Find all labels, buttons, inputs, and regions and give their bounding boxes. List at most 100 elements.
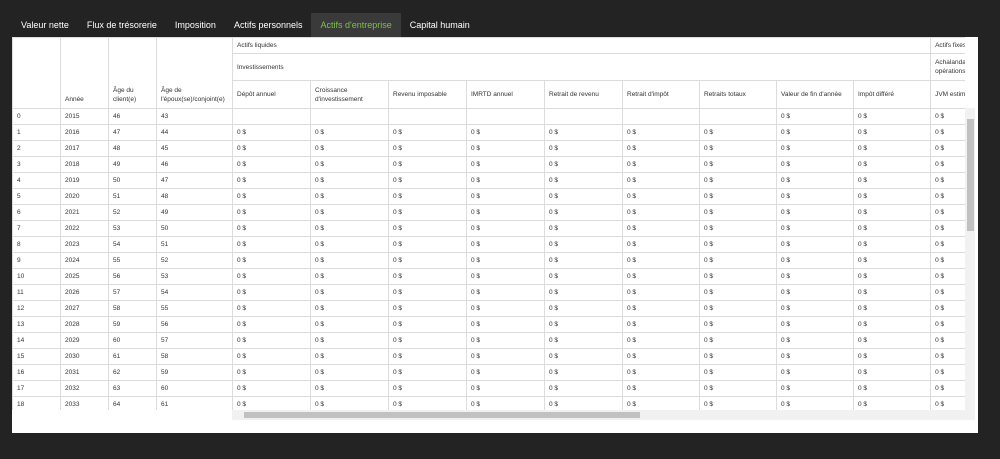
table-cell[interactable]: 0 $ [232,140,311,157]
tab[interactable]: Imposition [174,20,216,30]
table-cell[interactable]: 0 $ [544,124,623,141]
table-cell[interactable]: 0 $ [544,188,623,205]
table-cell[interactable]: 0 $ [930,140,965,157]
table-cell[interactable]: 0 $ [466,300,545,317]
table-cell[interactable]: 0 $ [388,236,467,253]
table-cell[interactable]: 0 $ [466,172,545,189]
table-cell[interactable]: 0 $ [466,188,545,205]
table-cell[interactable]: 0 $ [232,284,311,301]
table-cell[interactable]: 0 $ [852,300,932,317]
table-cell[interactable]: 0 $ [699,396,777,410]
table-cell[interactable]: 0 $ [776,140,854,157]
table-cell[interactable]: 0 $ [852,332,932,349]
table-cell[interactable]: 0 $ [930,316,965,333]
table-cell[interactable]: 0 $ [776,380,854,397]
table-cell[interactable]: 0 $ [930,364,965,381]
table-cell[interactable]: 0 $ [852,108,932,125]
table-cell[interactable]: 0 $ [852,268,932,285]
table-cell[interactable]: 0 $ [852,396,932,410]
table-cell[interactable]: 0 $ [776,332,854,349]
table-cell[interactable]: 0 $ [776,188,854,205]
table-cell[interactable]: 0 $ [776,204,854,221]
table-cell[interactable]: 0 $ [544,204,623,221]
table-cell[interactable]: 0 $ [852,140,932,157]
tab[interactable]: Actifs d'entreprise [311,13,401,37]
table-cell[interactable]: 0 $ [699,236,777,253]
table-cell[interactable]: 0 $ [852,316,932,333]
table-cell[interactable]: 0 $ [699,364,777,381]
table-cell[interactable]: 0 $ [544,220,623,237]
table-cell[interactable]: 0 $ [622,140,700,157]
table-cell[interactable]: 0 $ [466,252,545,269]
table-cell[interactable]: 0 $ [852,204,932,221]
table-cell[interactable]: 0 $ [466,124,545,141]
table-cell[interactable]: 0 $ [544,348,623,365]
table-cell[interactable]: 0 $ [776,284,854,301]
table-cell[interactable]: 0 $ [544,284,623,301]
table-cell[interactable]: 0 $ [622,284,700,301]
table-cell[interactable]: 0 $ [466,220,545,237]
table-cell[interactable]: 0 $ [466,380,545,397]
table-cell[interactable]: 0 $ [232,124,311,141]
table-cell[interactable]: 0 $ [930,332,965,349]
table-cell[interactable]: 0 $ [310,236,389,253]
table-cell[interactable]: 0 $ [388,252,467,269]
table-cell[interactable]: 0 $ [699,140,777,157]
table-cell[interactable] [232,108,311,125]
table-cell[interactable]: 0 $ [388,348,467,365]
table-cell[interactable]: 0 $ [852,252,932,269]
table-cell[interactable]: 0 $ [699,268,777,285]
table-cell[interactable]: 0 $ [622,124,700,141]
table-cell[interactable]: 0 $ [776,396,854,410]
table-cell[interactable]: 0 $ [232,156,311,173]
table-cell[interactable]: 0 $ [930,188,965,205]
table-cell[interactable]: 0 $ [310,172,389,189]
table-cell[interactable]: 0 $ [699,284,777,301]
table-cell[interactable]: 0 $ [310,252,389,269]
table-cell[interactable]: 0 $ [388,140,467,157]
table-cell[interactable]: 0 $ [930,108,965,125]
table-cell[interactable]: 0 $ [388,172,467,189]
table-cell[interactable]: 0 $ [852,380,932,397]
horizontal-scroll-thumb[interactable] [244,412,640,418]
table-cell[interactable]: 0 $ [622,204,700,221]
table-cell[interactable]: 0 $ [699,188,777,205]
table-cell[interactable]: 0 $ [310,300,389,317]
table-cell[interactable]: 0 $ [622,316,700,333]
table-cell[interactable]: 0 $ [310,348,389,365]
table-cell[interactable]: 0 $ [852,124,932,141]
table-cell[interactable]: 0 $ [776,236,854,253]
tab[interactable]: Capital humain [409,20,470,30]
table-cell[interactable]: 0 $ [776,124,854,141]
table-cell[interactable]: 0 $ [310,140,389,157]
table-cell[interactable]: 0 $ [776,268,854,285]
table-cell[interactable] [310,108,389,125]
table-cell[interactable]: 0 $ [310,188,389,205]
tab[interactable]: Valeur nette [21,20,69,30]
table-cell[interactable]: 0 $ [544,316,623,333]
table-cell[interactable]: 0 $ [852,188,932,205]
table-cell[interactable]: 0 $ [544,252,623,269]
table-cell[interactable]: 0 $ [622,268,700,285]
table-cell[interactable]: 0 $ [232,172,311,189]
table-cell[interactable]: 0 $ [622,172,700,189]
table-cell[interactable]: 0 $ [930,172,965,189]
table-cell[interactable]: 0 $ [388,156,467,173]
table-cell[interactable]: 0 $ [466,236,545,253]
table-cell[interactable]: 0 $ [466,316,545,333]
table-cell[interactable]: 0 $ [310,156,389,173]
table-cell[interactable]: 0 $ [776,108,854,125]
table-cell[interactable]: 0 $ [852,348,932,365]
table-cell[interactable]: 0 $ [388,396,467,410]
table-cell[interactable]: 0 $ [232,204,311,221]
table-cell[interactable]: 0 $ [930,204,965,221]
table-cell[interactable]: 0 $ [310,364,389,381]
table-cell[interactable]: 0 $ [544,332,623,349]
table-cell[interactable]: 0 $ [388,204,467,221]
table-cell[interactable]: 0 $ [930,124,965,141]
table-cell[interactable]: 0 $ [776,300,854,317]
table-cell[interactable]: 0 $ [622,348,700,365]
table-cell[interactable]: 0 $ [699,252,777,269]
table-cell[interactable]: 0 $ [466,332,545,349]
table-cell[interactable]: 0 $ [310,124,389,141]
